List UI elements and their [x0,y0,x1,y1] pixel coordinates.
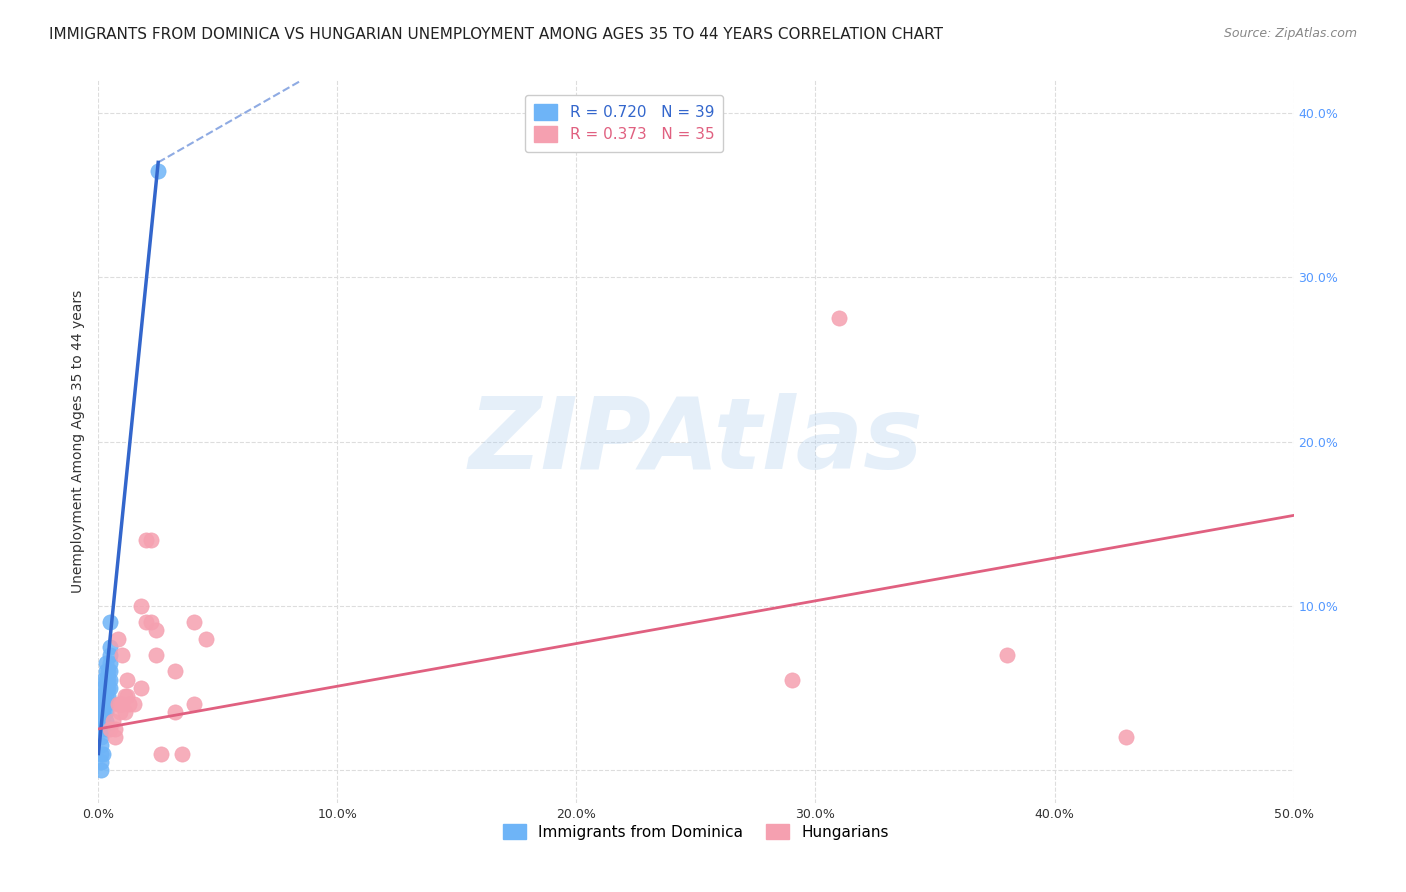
Point [97,689,120,703]
Point [90,714,112,728]
Point [131,681,153,695]
Point [90,698,112,712]
Point [114,706,136,720]
Point [91,722,114,736]
Point [90,722,112,736]
Point [107,632,129,646]
Point [91,698,114,712]
Point [183,615,205,630]
Point [98,673,122,687]
Point [97,673,120,687]
Point [94,681,117,695]
Point [101,714,124,728]
Point [98,657,122,671]
Point [1115,730,1137,744]
Text: IMMIGRANTS FROM DOMINICA VS HUNGARIAN UNEMPLOYMENT AMONG AGES 35 TO 44 YEARS COR: IMMIGRANTS FROM DOMINICA VS HUNGARIAN UN… [49,27,943,42]
Point [163,706,186,720]
Point [91,689,114,703]
Point [780,673,803,687]
Point [163,665,186,679]
Point [94,722,117,736]
Point [108,698,131,712]
Point [104,730,127,744]
Point [91,673,114,687]
Point [139,533,162,547]
Point [97,665,120,679]
Text: ZIPAtlas: ZIPAtlas [468,393,924,490]
Point [114,689,136,703]
Point [195,632,218,646]
Point [94,706,117,720]
Point [90,755,112,769]
Point [98,722,122,736]
Point [98,615,122,630]
Point [98,648,122,662]
Point [91,747,114,761]
Point [135,615,157,630]
Point [94,714,117,728]
Point [90,747,112,761]
Point [828,311,851,326]
Point [148,163,170,178]
Point [111,648,134,662]
Point [90,739,112,753]
Point [97,681,120,695]
Point [183,698,205,712]
Point [145,648,167,662]
Point [124,698,146,712]
Point [90,763,112,777]
Point [98,665,122,679]
Point [94,673,117,687]
Point [90,689,112,703]
Point [94,689,117,703]
Point [98,640,122,654]
Point [115,689,138,703]
Point [131,599,153,613]
Point [135,533,157,547]
Text: Source: ZipAtlas.com: Source: ZipAtlas.com [1223,27,1357,40]
Point [90,730,112,744]
Y-axis label: Unemployment Among Ages 35 to 44 years: Unemployment Among Ages 35 to 44 years [70,290,84,593]
Point [107,698,129,712]
Point [111,698,134,712]
Point [172,747,194,761]
Point [995,648,1018,662]
Point [149,747,172,761]
Legend: Immigrants from Dominica, Hungarians: Immigrants from Dominica, Hungarians [496,818,896,846]
Point [118,698,141,712]
Point [108,706,131,720]
Point [98,681,122,695]
Point [94,657,117,671]
Point [94,665,117,679]
Point [104,722,127,736]
Point [139,615,162,630]
Point [91,706,114,720]
Point [91,714,114,728]
Point [115,673,138,687]
Point [90,706,112,720]
Point [91,681,114,695]
Point [145,624,167,638]
Point [94,698,117,712]
